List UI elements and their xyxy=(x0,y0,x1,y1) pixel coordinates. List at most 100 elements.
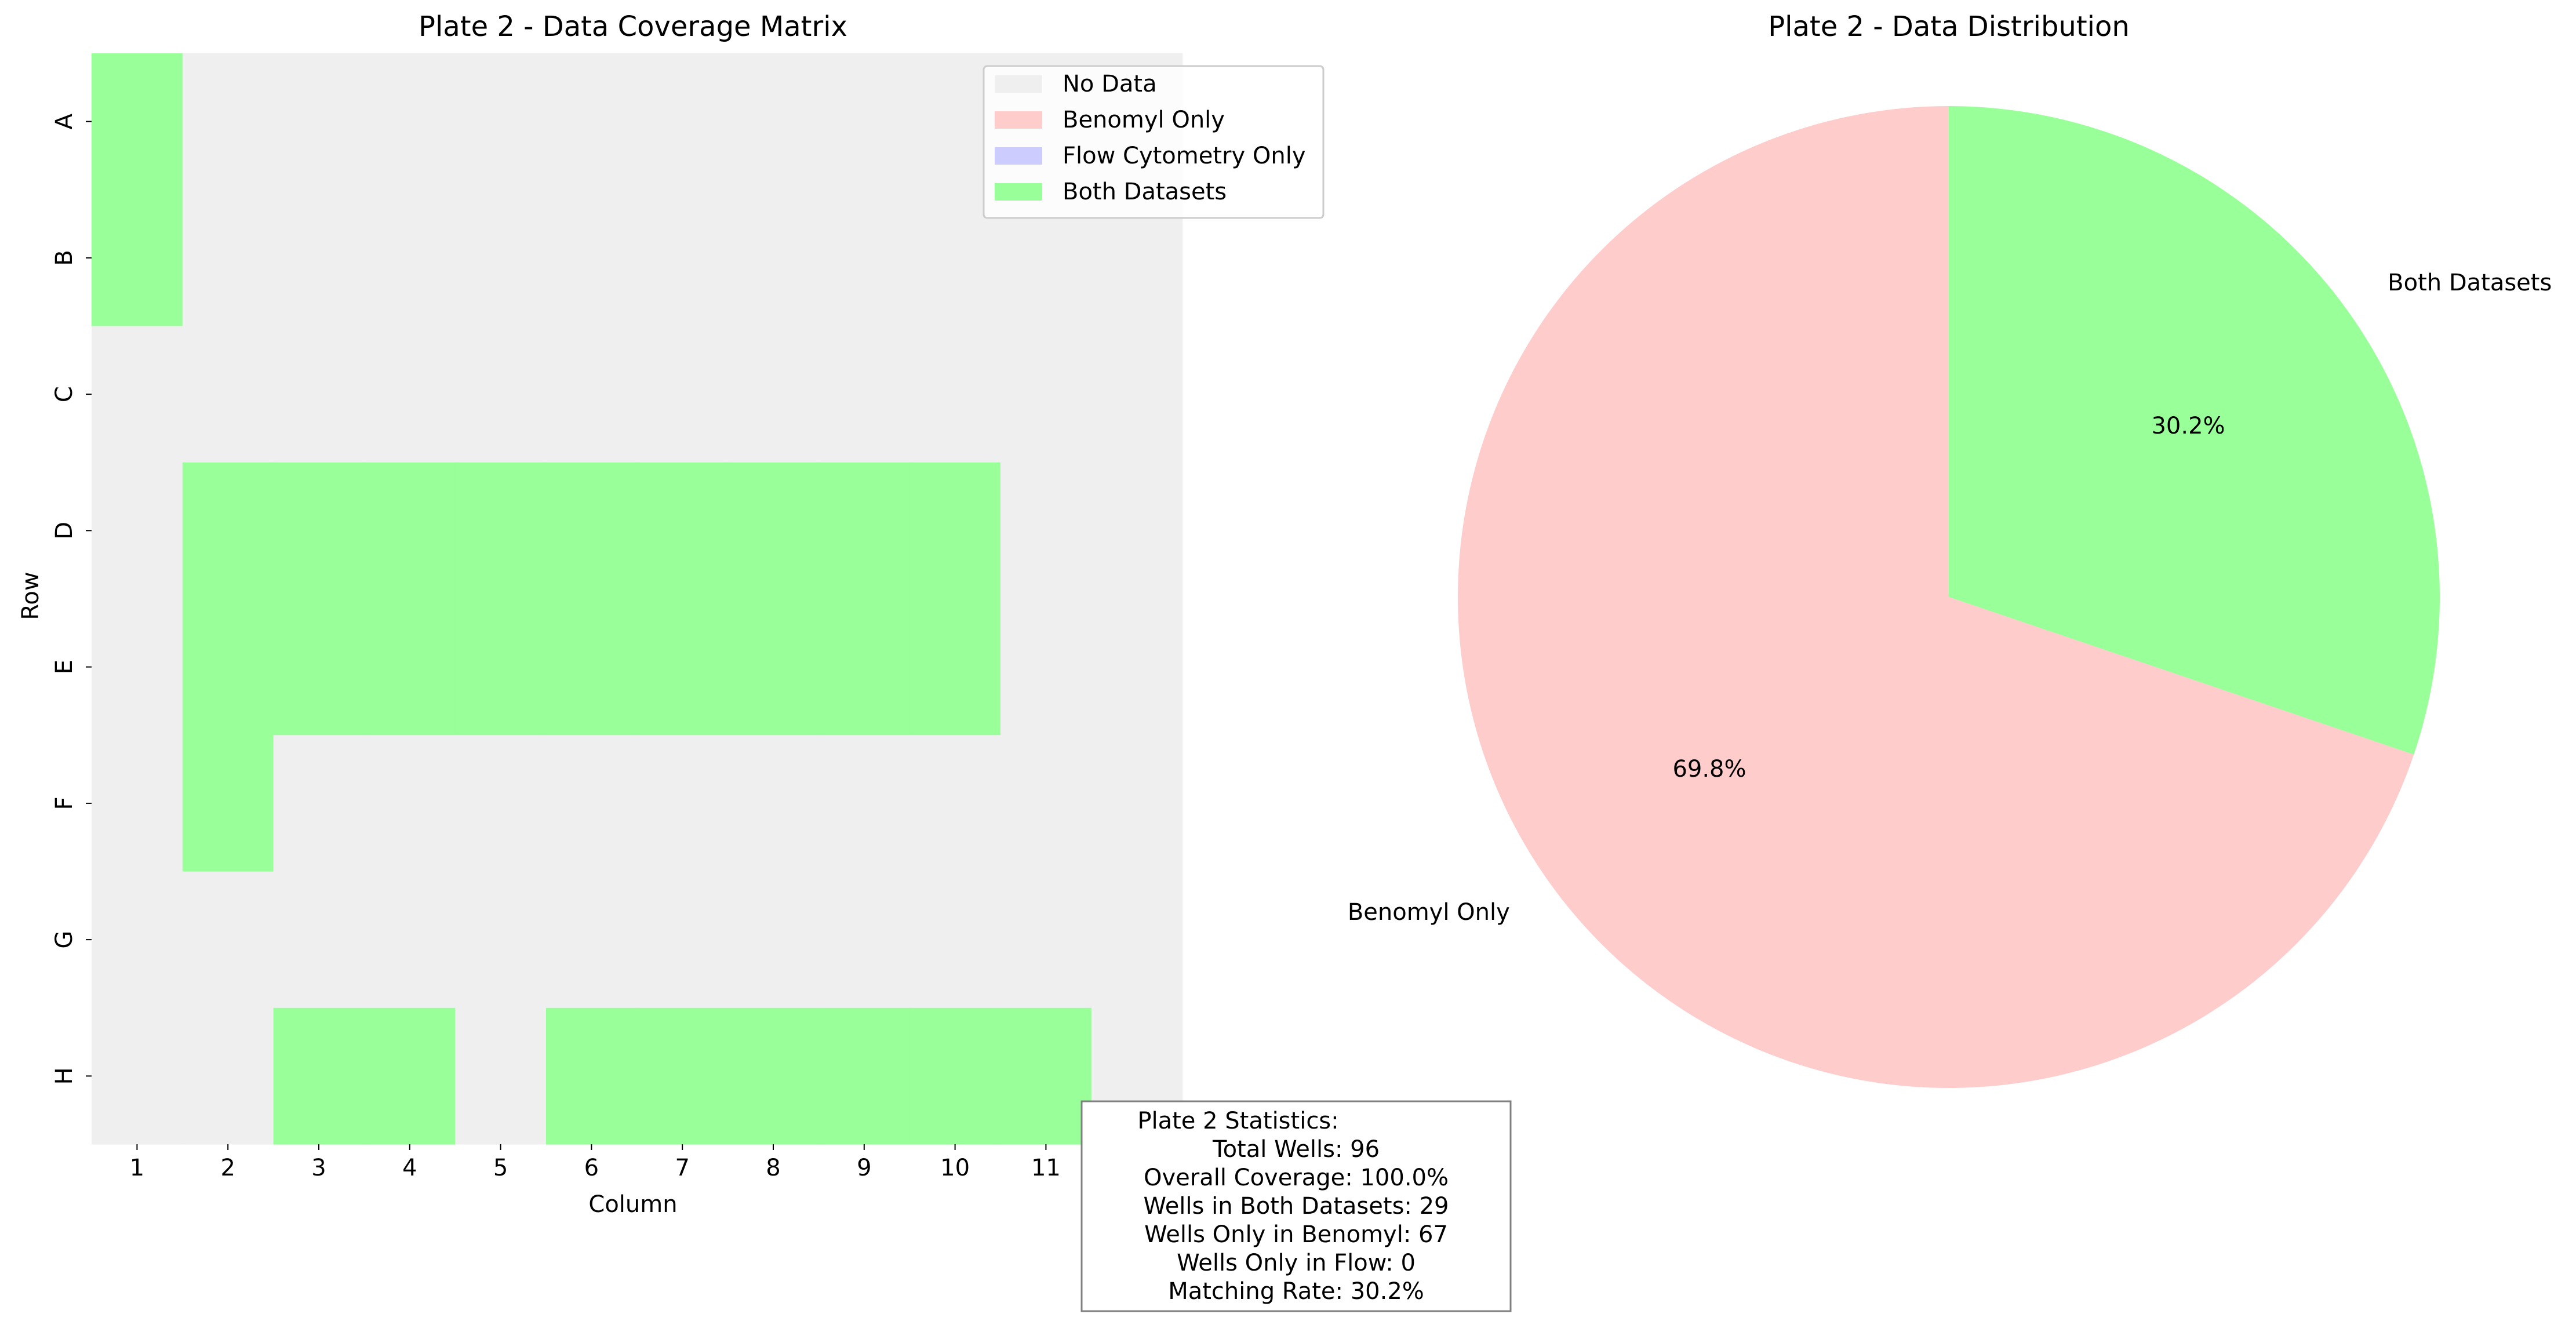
heatmap-cell-A5 xyxy=(455,53,547,190)
heatmap-cell-F1 xyxy=(92,735,183,872)
heatmap-cell-F12 xyxy=(1091,735,1183,872)
heatmap-cell-D3 xyxy=(273,462,365,599)
heatmap-cell-B5 xyxy=(455,190,547,327)
heatmap-cell-G11 xyxy=(1000,871,1092,1009)
legend-entries: No Data Benomyl Only Flow Cytometry Only Bo… xyxy=(995,71,1306,205)
pie-title: Plate 2 - Data Distribution xyxy=(1768,10,2130,43)
heatmap-cell-E11 xyxy=(1000,599,1092,736)
legend-label: Flow Cytometry Only xyxy=(1063,143,1306,169)
heatmap-cell-E4 xyxy=(364,599,456,736)
heatmap-cell-F8 xyxy=(727,735,819,872)
heatmap-cell-F6 xyxy=(546,735,638,872)
heatmap-cell-H1 xyxy=(92,1007,183,1145)
heatmap-cell-D10 xyxy=(909,462,1001,599)
pie-slice-benomyl-only xyxy=(1457,106,2414,1088)
heatmap-cell-B1 xyxy=(92,190,183,327)
x-tick-label: 7 xyxy=(675,1155,689,1181)
heatmap-cell-C3 xyxy=(273,326,365,463)
heatmap-cell-G5 xyxy=(455,871,547,1009)
heatmap-y-axis-label: Row xyxy=(17,572,44,620)
statistics-line: Total Wells: 96 xyxy=(1212,1136,1380,1163)
heatmap-cell-H5 xyxy=(455,1007,547,1145)
heatmap-cell-F3 xyxy=(273,735,365,872)
heatmap-cell-H6 xyxy=(546,1007,638,1145)
heatmap-cell-E8 xyxy=(727,599,819,736)
y-tick-label: E xyxy=(51,660,78,674)
heatmap-cell-A3 xyxy=(273,53,365,190)
heatmap-cell-D12 xyxy=(1091,462,1183,599)
heatmap-title: Plate 2 - Data Coverage Matrix xyxy=(419,10,847,43)
pie-category-label: Benomyl Only xyxy=(1348,899,1510,926)
heatmap-cell-A2 xyxy=(182,53,274,190)
heatmap-cell-E3 xyxy=(273,599,365,736)
heatmap-cell-A6 xyxy=(546,53,638,190)
heatmap-cell-D2 xyxy=(182,462,274,599)
statistics-line: Wells Only in Flow: 0 xyxy=(1177,1250,1416,1276)
heatmap-cell-C9 xyxy=(818,326,910,463)
heatmap-cell-D11 xyxy=(1000,462,1092,599)
heatmap-cell-D6 xyxy=(546,462,638,599)
heatmap-cell-H8 xyxy=(727,1007,819,1145)
heatmap-cell-B7 xyxy=(636,190,729,327)
heatmap-cell-A4 xyxy=(364,53,456,190)
legend-swatch xyxy=(995,111,1042,129)
statistics-lines: Plate 2 Statistics:Total Wells: 96Overal… xyxy=(1137,1108,1449,1305)
x-tick-label: 10 xyxy=(940,1155,970,1181)
legend-label: Benomyl Only xyxy=(1063,107,1225,133)
heatmap-cell-G4 xyxy=(364,871,456,1009)
heatmap-cell-H3 xyxy=(273,1007,365,1145)
heatmap-legend: No Data Benomyl Only Flow Cytometry Only Bo… xyxy=(983,65,1325,219)
heatmap-cell-A7 xyxy=(636,53,729,190)
heatmap-cell-C8 xyxy=(727,326,819,463)
heatmap-cell-C10 xyxy=(909,326,1001,463)
statistics-heading: Plate 2 Statistics: xyxy=(1137,1108,1338,1134)
heatmap-cell-H4 xyxy=(364,1007,456,1145)
heatmap-cell-D1 xyxy=(92,462,183,599)
y-tick-label: F xyxy=(51,796,78,810)
heatmap-cell-E9 xyxy=(818,599,910,736)
heatmap-cell-E5 xyxy=(455,599,547,736)
heatmap-cell-H9 xyxy=(818,1007,910,1145)
pie-slices xyxy=(1457,106,2440,1088)
legend-swatch xyxy=(995,183,1042,201)
y-tick-label: G xyxy=(51,931,78,949)
heatmap-cell-A9 xyxy=(818,53,910,190)
legend-swatch xyxy=(995,147,1042,165)
heatmap-cells xyxy=(92,53,1183,1145)
statistics-box: Plate 2 Statistics:Total Wells: 96Overal… xyxy=(1080,1100,1512,1312)
statistics-frame xyxy=(1080,1100,1512,1312)
heatmap-cell-F2 xyxy=(182,735,274,872)
heatmap-cell-B6 xyxy=(546,190,638,327)
heatmap-cell-F7 xyxy=(636,735,729,872)
pie-category-label: Both Datasets xyxy=(2388,270,2552,296)
heatmap-cell-B3 xyxy=(273,190,365,327)
heatmap-cell-C5 xyxy=(455,326,547,463)
x-tick-label: 2 xyxy=(220,1155,235,1181)
heatmap-cell-D4 xyxy=(364,462,456,599)
heatmap-cell-E7 xyxy=(636,599,729,736)
y-tick-label: B xyxy=(51,250,78,265)
statistics-line: Overall Coverage: 100.0% xyxy=(1144,1164,1449,1191)
heatmap-cell-G2 xyxy=(182,871,274,1009)
statistics-line: Wells in Both Datasets: 29 xyxy=(1143,1193,1449,1220)
pie-percent-label: 30.2% xyxy=(2151,413,2225,439)
heatmap-cell-C2 xyxy=(182,326,274,463)
heatmap-cell-C7 xyxy=(636,326,729,463)
x-tick-label: 6 xyxy=(584,1155,599,1181)
y-tick-label: A xyxy=(51,113,78,129)
heatmap-cell-H11 xyxy=(1000,1007,1092,1145)
statistics-line: Wells Only in Benomyl: 67 xyxy=(1144,1221,1448,1248)
x-tick-label: 5 xyxy=(493,1155,508,1181)
y-tick-label: C xyxy=(51,386,78,402)
heatmap-cell-H7 xyxy=(636,1007,729,1145)
heatmap-cell-C6 xyxy=(546,326,638,463)
heatmap-x-ticks: 123456789101112 xyxy=(130,1144,1152,1181)
heatmap-x-axis-label: Column xyxy=(588,1191,677,1218)
pie-slice-both-datasets xyxy=(1949,106,2440,755)
heatmap-cell-G9 xyxy=(818,871,910,1009)
heatmap-cell-G7 xyxy=(636,871,729,1009)
heatmap-cell-F10 xyxy=(909,735,1001,872)
heatmap-cell-H2 xyxy=(182,1007,274,1145)
heatmap-cell-C11 xyxy=(1000,326,1092,463)
heatmap-cell-B2 xyxy=(182,190,274,327)
